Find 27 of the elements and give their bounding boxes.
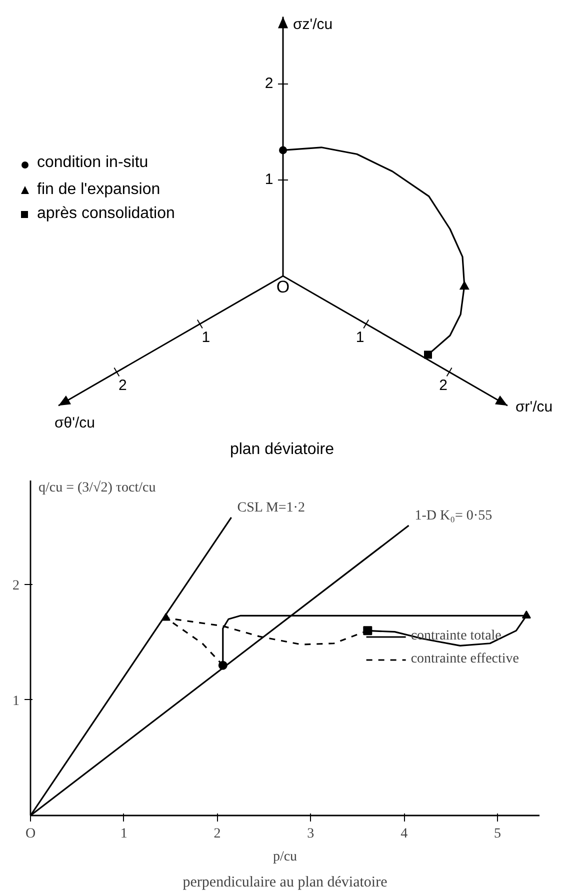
text: 2 bbox=[439, 376, 448, 394]
text: condition in-situ bbox=[37, 154, 148, 172]
x-tick-label: 1 bbox=[120, 826, 128, 842]
y-axis-title: q/cu = (3/√2) τoct/cu bbox=[38, 480, 156, 496]
text: plan déviatoire bbox=[230, 441, 334, 458]
text: σz'/cu bbox=[293, 16, 333, 33]
text: fin de l'expansion bbox=[37, 181, 160, 198]
x-tick-label: 4 bbox=[400, 826, 408, 842]
annotation: CSL M=1·2 bbox=[237, 500, 305, 516]
x-tick-label: O bbox=[25, 826, 36, 842]
text: après consolidation bbox=[37, 205, 175, 222]
annotation: 1-D K₀= 0·55 bbox=[414, 508, 492, 524]
x-tick-label: 5 bbox=[494, 826, 501, 842]
text: σr'/cu bbox=[516, 398, 553, 416]
text: σθ'/cu bbox=[54, 414, 95, 432]
text: 2 bbox=[264, 74, 274, 92]
text: O bbox=[276, 277, 290, 296]
text: 1 bbox=[356, 328, 364, 346]
x-tick-label: 2 bbox=[214, 826, 221, 842]
text: 2 bbox=[118, 376, 127, 394]
x-tick-label: 3 bbox=[307, 826, 314, 842]
text: 1 bbox=[264, 170, 274, 188]
text: 1 bbox=[202, 328, 210, 346]
x-axis-title: p/cu bbox=[272, 850, 298, 864]
text: perpendiculaire au plan déviatoire bbox=[182, 874, 388, 890]
legend-label: contrainte effective bbox=[410, 651, 519, 667]
legend-label: contrainte totale bbox=[410, 628, 502, 644]
